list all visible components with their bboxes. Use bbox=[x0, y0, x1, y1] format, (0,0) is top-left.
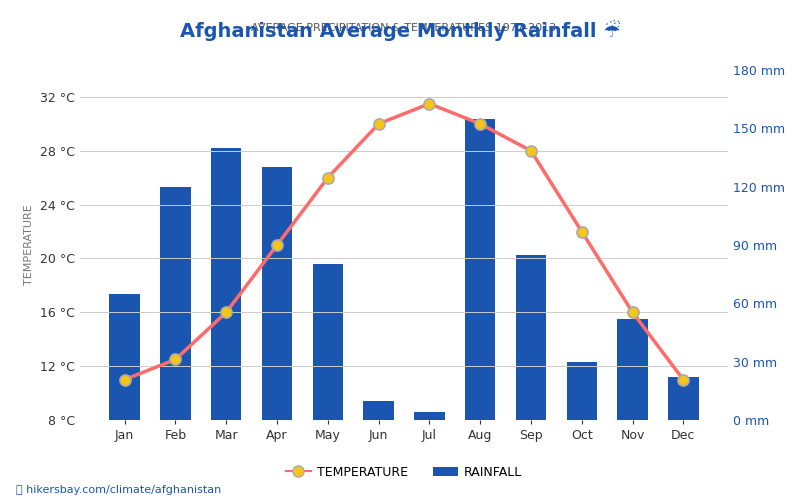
Bar bbox=[110, 294, 140, 420]
Text: Afghanistan Average Monthly Rainfall ☔: Afghanistan Average Monthly Rainfall ☔ bbox=[180, 20, 620, 42]
Title: AVERAGE PRECIPITATION & TEMPERATURES 1977-2013: AVERAGE PRECIPITATION & TEMPERATURES 197… bbox=[251, 23, 557, 33]
Y-axis label: TEMPERATURE: TEMPERATURE bbox=[24, 204, 34, 286]
Bar bbox=[668, 377, 698, 420]
Text: 🌍 hikersbay.com/climate/afghanistan: 🌍 hikersbay.com/climate/afghanistan bbox=[16, 485, 222, 495]
Bar bbox=[313, 264, 343, 420]
Bar bbox=[211, 148, 242, 420]
Bar bbox=[160, 186, 190, 420]
Legend: TEMPERATURE, RAINFALL: TEMPERATURE, RAINFALL bbox=[281, 461, 527, 484]
Bar bbox=[516, 254, 546, 420]
Bar bbox=[618, 319, 648, 420]
Bar bbox=[566, 362, 597, 420]
Bar bbox=[465, 118, 495, 420]
Bar bbox=[414, 412, 445, 420]
Bar bbox=[262, 167, 292, 420]
Bar bbox=[363, 400, 394, 420]
